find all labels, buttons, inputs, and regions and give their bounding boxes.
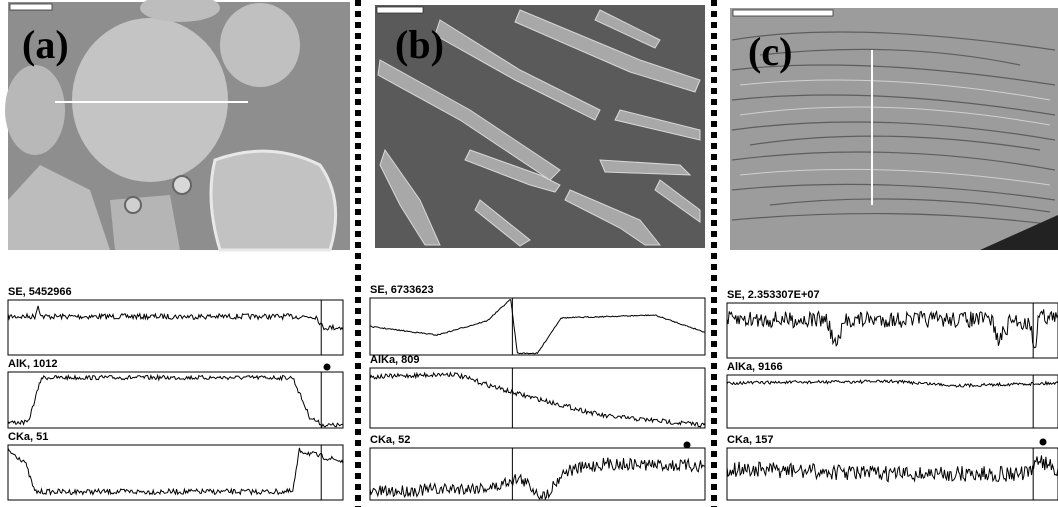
scan-label: AlK, 1012 xyxy=(8,358,58,370)
marker-dot xyxy=(324,364,331,371)
scan-box xyxy=(8,300,343,355)
scan-box xyxy=(370,448,705,500)
scan-label: CKa, 52 xyxy=(370,434,410,446)
marker-dot xyxy=(1040,439,1047,446)
marker-dot xyxy=(684,442,691,449)
panel-label: (b) xyxy=(395,22,444,67)
panel-label: (a) xyxy=(22,22,69,67)
panel-label: (c) xyxy=(748,29,792,74)
scan-label: AlKa, 9166 xyxy=(727,361,783,373)
scan-box xyxy=(8,445,343,500)
figure: (a) (b) (c) SE, 5452966 AlK, 1012 CKa, 51 S… xyxy=(0,0,1058,507)
scan-box xyxy=(370,298,705,355)
scan-box xyxy=(727,303,1058,358)
scan-box xyxy=(8,372,343,428)
scan-label: SE, 6733623 xyxy=(370,284,434,296)
scan-label: AlKa, 809 xyxy=(370,354,420,366)
scan-label: CKa, 157 xyxy=(727,434,773,446)
scan-label: CKa, 51 xyxy=(8,431,48,443)
scan-label: SE, 2.353307E+07 xyxy=(727,289,820,301)
scan-label: SE, 5452966 xyxy=(8,286,72,298)
